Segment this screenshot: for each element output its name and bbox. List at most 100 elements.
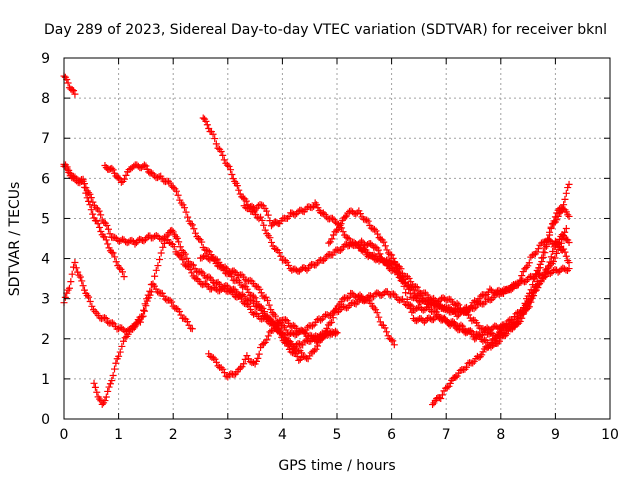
- data-point: [526, 296, 534, 304]
- data-point: [265, 301, 273, 309]
- data-point: [225, 162, 233, 170]
- y-tick-label: 0: [41, 412, 50, 428]
- data-point: [90, 379, 98, 387]
- data-point: [390, 341, 398, 349]
- data-point: [530, 275, 538, 283]
- data-point: [79, 282, 87, 290]
- data-point: [504, 317, 512, 325]
- data-point: [93, 388, 101, 396]
- data-point: [111, 365, 119, 373]
- data-point: [103, 221, 111, 229]
- data-point: [562, 224, 570, 232]
- data-point: [535, 280, 543, 288]
- data-point: [559, 234, 567, 242]
- data-point: [436, 315, 444, 323]
- data-point: [422, 297, 430, 305]
- data-point: [282, 326, 290, 334]
- x-tick-label: 4: [278, 427, 287, 443]
- data-point: [258, 216, 266, 224]
- x-axis-title: GPS time / hours: [278, 458, 395, 474]
- data-point: [431, 307, 439, 315]
- data-point: [182, 208, 190, 216]
- data-point: [168, 182, 176, 190]
- data-point: [375, 313, 383, 321]
- data-point: [310, 347, 318, 355]
- data-point: [512, 310, 520, 318]
- data-point: [540, 273, 548, 281]
- x-tick-label: 7: [442, 427, 451, 443]
- data-point: [323, 324, 331, 332]
- data-point: [453, 372, 461, 380]
- data-point: [173, 234, 181, 242]
- data-point: [386, 250, 394, 258]
- data-point: [174, 191, 182, 199]
- data-point: [139, 312, 147, 320]
- data-point: [403, 273, 411, 281]
- data-point: [452, 373, 460, 381]
- data-point: [360, 215, 368, 223]
- data-point: [557, 239, 565, 247]
- y-tick-label: 6: [41, 171, 50, 187]
- data-point: [218, 264, 226, 272]
- data-point: [142, 162, 150, 170]
- data-point: [98, 400, 106, 408]
- data-point: [108, 377, 116, 385]
- data-point: [392, 260, 400, 268]
- data-point: [217, 262, 225, 270]
- data-point: [524, 262, 532, 270]
- data-point: [222, 372, 230, 380]
- data-point: [239, 194, 247, 202]
- data-point: [248, 202, 256, 210]
- data-point: [565, 265, 573, 273]
- data-point: [542, 272, 550, 280]
- data-point: [266, 234, 274, 242]
- data-point: [250, 299, 258, 307]
- data-point: [291, 211, 299, 219]
- data-point: [417, 298, 425, 306]
- data-point: [257, 303, 265, 311]
- data-point: [142, 302, 150, 310]
- data-point: [85, 293, 93, 301]
- data-point: [488, 329, 496, 337]
- data-point: [104, 225, 112, 233]
- data-point: [238, 363, 246, 371]
- data-point: [399, 277, 407, 285]
- data-point: [168, 226, 176, 234]
- data-point: [240, 282, 248, 290]
- data-point: [452, 324, 460, 332]
- data-point: [539, 248, 547, 256]
- data-point: [257, 213, 265, 221]
- data-point: [374, 230, 382, 238]
- data-point: [546, 231, 554, 239]
- data-point: [78, 277, 86, 285]
- data-point: [68, 270, 76, 278]
- data-point: [263, 207, 271, 215]
- data-point: [100, 218, 108, 226]
- data-point: [221, 369, 229, 377]
- data-point: [564, 184, 572, 192]
- data-point: [159, 243, 167, 251]
- data-point: [387, 336, 395, 344]
- y-tick-label: 2: [41, 332, 50, 348]
- data-point: [94, 220, 102, 228]
- data-point: [235, 186, 243, 194]
- data-point: [140, 237, 148, 245]
- data-point: [246, 276, 254, 284]
- data-point: [533, 248, 541, 256]
- data-point: [128, 236, 136, 244]
- data-point: [260, 308, 268, 316]
- data-point: [115, 174, 123, 182]
- data-point: [184, 213, 192, 221]
- data-point: [561, 195, 569, 203]
- data-point: [393, 264, 401, 272]
- data-point: [80, 286, 88, 294]
- data-point: [344, 234, 352, 242]
- data-point: [356, 291, 364, 299]
- data-point: [515, 279, 523, 287]
- data-point: [435, 394, 443, 402]
- data-point: [257, 289, 265, 297]
- data-point: [156, 256, 164, 264]
- data-point: [371, 243, 379, 251]
- data-point: [71, 90, 79, 98]
